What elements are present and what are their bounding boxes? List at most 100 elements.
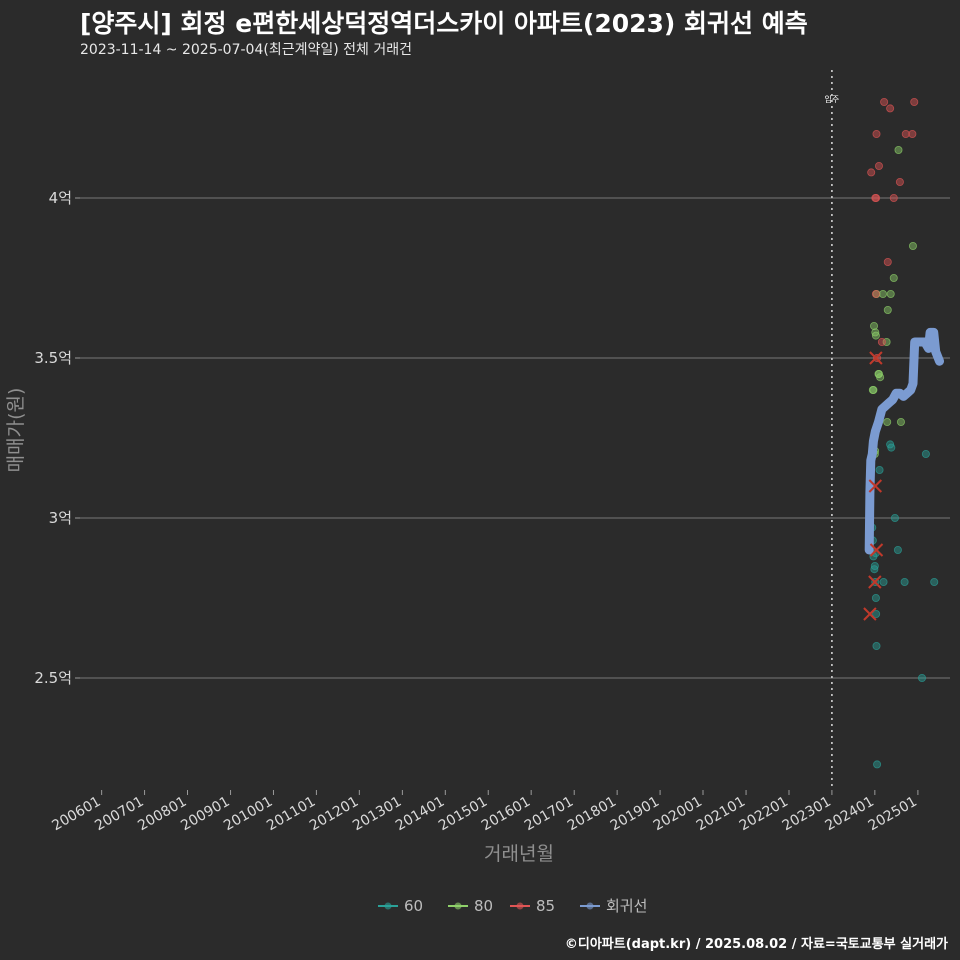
data-point-80 bbox=[889, 273, 898, 282]
legend-label: 80 bbox=[474, 897, 493, 915]
data-point-80 bbox=[878, 289, 887, 298]
y-axis-title: 매매가(원) bbox=[5, 388, 27, 473]
data-point-80 bbox=[870, 321, 879, 330]
legend-key-dot bbox=[586, 902, 594, 910]
data-point-85 bbox=[908, 129, 917, 138]
x-tick-label: 200701 bbox=[92, 794, 146, 835]
x-tick-label: 201001 bbox=[221, 794, 275, 835]
x-tick-label: 202501 bbox=[866, 794, 920, 835]
cancelled-mark-layer bbox=[863, 351, 884, 621]
cancelled-mark-stroke bbox=[863, 607, 877, 621]
x-tick-label: 201601 bbox=[479, 794, 533, 835]
y-tick-label: 4억 bbox=[49, 189, 72, 207]
legend-key-dot bbox=[516, 902, 524, 910]
cancelled-mark bbox=[869, 543, 884, 557]
x-axis-title: 거래년월 bbox=[484, 843, 554, 865]
data-point-60 bbox=[873, 760, 882, 769]
x-tick-label: 201801 bbox=[565, 794, 619, 835]
data-point-85 bbox=[886, 104, 895, 113]
x-tick-label: 202301 bbox=[780, 794, 834, 835]
legend-item-회귀선: 회귀선 bbox=[580, 897, 647, 915]
data-point-85 bbox=[901, 129, 910, 138]
x-tick-label: 202201 bbox=[737, 794, 791, 835]
x-tick-label: 202001 bbox=[651, 794, 705, 835]
x-tick-label: 201701 bbox=[522, 794, 576, 835]
data-point-60 bbox=[893, 546, 902, 555]
x-tick-label: 201401 bbox=[393, 794, 447, 835]
cancelled-mark-stroke bbox=[868, 575, 882, 589]
data-point-85 bbox=[877, 337, 886, 346]
data-point-85 bbox=[867, 168, 876, 177]
x-tick-label: 201901 bbox=[608, 794, 662, 835]
x-tick-label: 200601 bbox=[49, 794, 103, 835]
x-tick-label: 201301 bbox=[350, 794, 404, 835]
y-tick-label: 3억 bbox=[49, 509, 72, 527]
data-point-60 bbox=[872, 642, 881, 651]
data-point-80 bbox=[869, 385, 878, 394]
cancelled-mark-stroke bbox=[869, 543, 884, 557]
legend-item-80: 80 bbox=[448, 897, 493, 915]
data-point-85 bbox=[872, 193, 881, 202]
data-point-80 bbox=[883, 417, 892, 426]
data-point-60 bbox=[871, 594, 880, 603]
data-point-85 bbox=[874, 161, 883, 170]
x-tick-label: 201501 bbox=[436, 794, 490, 835]
chart-subtitle: 2023-11-14 ~ 2025-07-04(최근계약일) 전체 거래건 bbox=[80, 42, 412, 58]
grid-layer bbox=[80, 197, 950, 679]
x-tick-label: 202401 bbox=[823, 794, 877, 835]
data-point-85 bbox=[889, 193, 898, 202]
cancelled-mark-stroke bbox=[869, 351, 883, 365]
data-point-60 bbox=[875, 465, 884, 474]
y-tick-label: 3.5억 bbox=[34, 349, 72, 367]
axis-layer: 2.5억 3억 3.5억 4억 2006012007012008012009012010… bbox=[34, 189, 920, 834]
data-point-60 bbox=[870, 565, 879, 574]
cancelled-mark bbox=[868, 479, 883, 493]
data-point-85 bbox=[895, 177, 904, 186]
data-point-60 bbox=[872, 610, 881, 619]
cancelled-mark bbox=[863, 607, 877, 621]
data-point-80 bbox=[883, 305, 892, 314]
cancelled-mark bbox=[869, 351, 883, 365]
data-point-60 bbox=[918, 674, 927, 683]
data-point-60 bbox=[890, 514, 899, 523]
data-point-85 bbox=[910, 98, 919, 107]
legend-key-dot bbox=[454, 902, 462, 910]
data-point-80 bbox=[871, 331, 880, 340]
data-point-60 bbox=[887, 443, 896, 452]
cancelled-mark bbox=[868, 575, 882, 589]
x-tick-label: 202101 bbox=[694, 794, 748, 835]
data-point-80 bbox=[908, 241, 917, 250]
data-point-80 bbox=[896, 417, 905, 426]
x-tick-label: 200801 bbox=[135, 794, 189, 835]
legend-key-dot bbox=[384, 902, 392, 910]
regression-line-layer bbox=[864, 327, 944, 555]
source-credit: ©디아파트(dapt.kr) / 2025.08.02 / 자료=국토교통부 실… bbox=[564, 937, 948, 952]
x-tick-label: 201101 bbox=[264, 794, 318, 835]
data-point-60 bbox=[921, 449, 930, 458]
data-point-60 bbox=[930, 578, 939, 587]
move-in-label: 입주 bbox=[825, 95, 840, 104]
data-point-85 bbox=[872, 129, 881, 138]
legend-label: 회귀선 bbox=[606, 897, 647, 915]
x-tick-label: 200901 bbox=[178, 794, 232, 835]
legend-item-85: 85 bbox=[510, 897, 555, 915]
data-point-60 bbox=[879, 578, 888, 587]
y-tick-label: 2.5억 bbox=[34, 669, 72, 687]
legend-label: 60 bbox=[404, 897, 423, 915]
data-point-60 bbox=[900, 578, 909, 587]
x-tick-label: 201201 bbox=[307, 794, 361, 835]
cancelled-mark-stroke bbox=[868, 479, 883, 493]
data-point-85 bbox=[871, 289, 880, 298]
chart-title: [양주시] 회정 e편한세상덕정역더스카이 아파트(2023) 회귀선 예측 bbox=[80, 9, 808, 38]
data-point-85 bbox=[880, 98, 889, 107]
legend-label: 85 bbox=[536, 897, 555, 915]
regression-line bbox=[864, 327, 944, 555]
data-point-80 bbox=[874, 369, 883, 378]
data-point-80 bbox=[886, 289, 895, 298]
data-point-85 bbox=[883, 257, 892, 266]
legend: 60 80 85 회귀선 bbox=[378, 897, 647, 915]
legend-item-60: 60 bbox=[378, 897, 423, 915]
data-point-80 bbox=[894, 145, 903, 154]
move-in-line-layer: 입주 bbox=[825, 70, 840, 790]
